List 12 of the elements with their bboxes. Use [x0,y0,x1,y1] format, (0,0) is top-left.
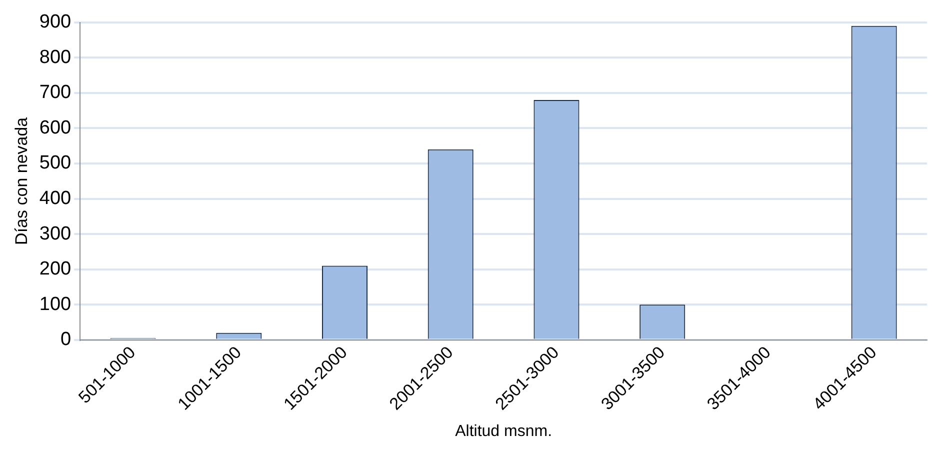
y-tick-label: 500 [39,152,72,174]
y-tick-label: 100 [39,294,72,315]
y-tick-label: 0 [60,329,72,350]
y-tick-label: 700 [39,82,72,104]
y-tick-label: 900 [39,12,72,33]
y-tick-label: 600 [39,117,72,138]
y-tick-label: 200 [39,258,72,280]
y-tick-label: 800 [39,46,72,68]
y-tick-label: 400 [39,188,72,210]
y-axis-title: Días con nevada [12,116,31,245]
y-tick-label: 300 [39,223,72,244]
x-axis-title: Altitud msnm. [455,422,552,440]
